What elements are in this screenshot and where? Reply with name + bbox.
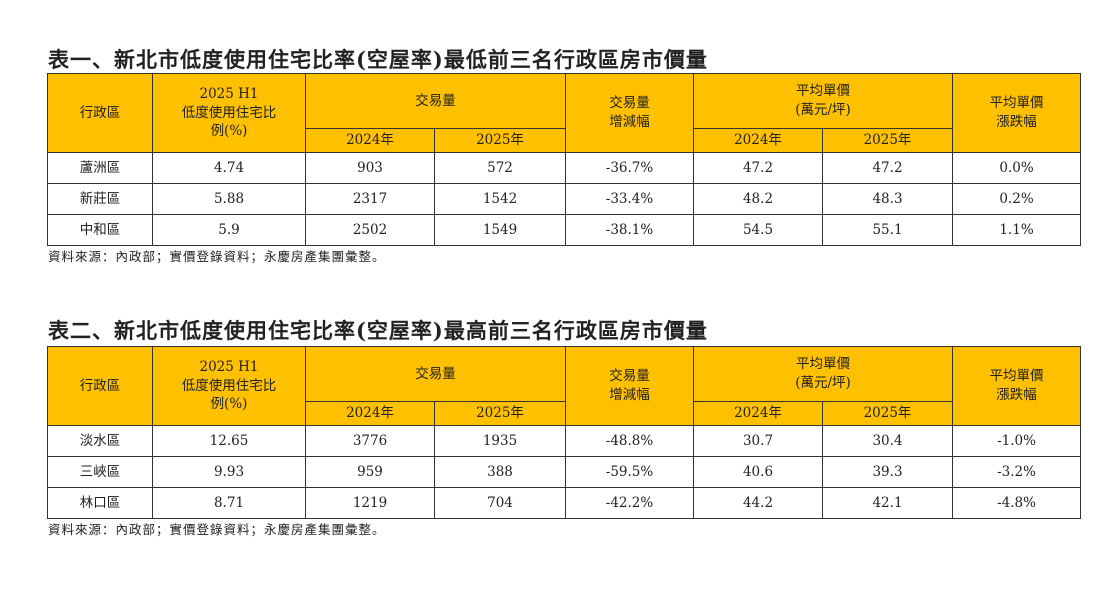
table-cell: 1.1% [952, 214, 1081, 246]
header-price-change: 平均單價 漲跌幅 [952, 73, 1081, 153]
header-price: 平均單價 (萬元/坪) [693, 346, 953, 402]
table-cell: 54.5 [693, 214, 823, 246]
header-volume-2025: 2025年 [434, 128, 566, 153]
table-cell: 30.4 [822, 425, 953, 457]
table-cell: 2502 [305, 214, 435, 246]
table-row: 林口區 8.71 1219 704 -42.2% 44.2 42.1 -4.8% [47, 487, 1081, 519]
table-cell: 1549 [434, 214, 566, 246]
header-price-change: 平均單價 漲跌幅 [952, 346, 1081, 426]
data-table: 行政區 2025 H1 低度使用住宅比 例(%) 交易量 交易量增減幅 平均單價 (萬… [47, 73, 1081, 246]
table-cell: 5.9 [152, 214, 306, 246]
table-cell: 8.71 [152, 487, 306, 519]
data-table: 行政區 2025 H1 低度使用住宅比 例(%) 交易量 交易量增減幅 平均單價 (萬… [47, 346, 1081, 519]
header-ratio-line3: 例(%) [210, 123, 248, 140]
header-ratio: 2025 H1 低度使用住宅比 例(%) [152, 346, 306, 426]
table-cell: -59.5% [565, 456, 694, 488]
source-note: 資料來源：內政部；實價登錄資料；永慶房產集團彙整。 [48, 249, 386, 264]
table-cell: 中和區 [47, 214, 153, 246]
table-cell: 40.6 [693, 456, 823, 488]
table-cell: 44.2 [693, 487, 823, 519]
header-ratio: 2025 H1 低度使用住宅比 例(%) [152, 73, 306, 153]
header-ratio-line3: 例(%) [210, 396, 248, 413]
table-cell: 388 [434, 456, 566, 488]
header-volume: 交易量 [305, 73, 566, 129]
table-cell: 4.74 [152, 152, 306, 184]
table-cell: -4.8% [952, 487, 1081, 519]
header-ratio-line2: 低度使用住宅比 [181, 104, 277, 121]
header-volume-2024: 2024年 [305, 401, 435, 426]
header-price-line1: 平均單價 [796, 356, 850, 373]
table-cell: 48.3 [822, 183, 953, 215]
header-volume-change: 交易量 增減幅 [565, 346, 694, 426]
table-row: 新莊區 5.88 2317 1542 -33.4% 48.2 48.3 0.2% [47, 183, 1081, 215]
table-cell: 淡水區 [47, 425, 153, 457]
table-row: 淡水區 12.65 3776 1935 -48.8% 30.7 30.4 -1.0% [47, 425, 1081, 457]
table-cell: 39.3 [822, 456, 953, 488]
header-price-change-line2: 漲跌幅 [996, 114, 1037, 130]
table-cell: 1935 [434, 425, 566, 457]
table-row: 蘆洲區 4.74 903 572 -36.7% 47.2 47.2 0.0% [47, 152, 1081, 184]
table-cell: 12.65 [152, 425, 306, 457]
table-cell: 572 [434, 152, 566, 184]
table-cell: 903 [305, 152, 435, 184]
table-title: 表一、新北市低度使用住宅比率(空屋率)最低前三名行政區房市價量 [48, 47, 708, 72]
header-volume-change-line2: 增減幅 [609, 114, 650, 130]
table-cell: -33.4% [565, 183, 694, 215]
header-price-2024: 2024年 [693, 128, 823, 153]
table-cell: 蘆洲區 [47, 152, 153, 184]
table-cell: -3.2% [952, 456, 1081, 488]
table-cell: 5.88 [152, 183, 306, 215]
table-cell: 47.2 [822, 152, 953, 184]
header-price-2025: 2025年 [822, 128, 953, 153]
header-price-line2: (萬元/坪) [795, 375, 851, 391]
table-cell: -42.2% [565, 487, 694, 519]
header-district: 行政區 [47, 73, 153, 153]
table-cell: 新莊區 [47, 183, 153, 215]
table-cell: -1.0% [952, 425, 1081, 457]
header-ratio-line2: 低度使用住宅比 [181, 377, 277, 394]
table-cell: 林口區 [47, 487, 153, 519]
table-cell: 0.2% [952, 183, 1081, 215]
header-price-change-line2: 漲跌幅 [996, 387, 1037, 403]
table-cell: 704 [434, 487, 566, 519]
header-price-line1: 平均單價 [796, 83, 850, 100]
header-volume-change-line2: 增減幅 [609, 387, 650, 403]
header-volume-change-line1: 交易量 [609, 368, 650, 385]
table-cell: 1219 [305, 487, 435, 519]
header-volume: 交易量 [305, 346, 566, 402]
table-cell: 55.1 [822, 214, 953, 246]
table-cell: 3776 [305, 425, 435, 457]
table-cell: 47.2 [693, 152, 823, 184]
table-cell: 9.93 [152, 456, 306, 488]
table-cell: -38.1% [565, 214, 694, 246]
header-price-change-line1: 平均單價 [989, 95, 1044, 112]
header-price: 平均單價 (萬元/坪) [693, 73, 953, 129]
header-ratio-line1: 2025 H1 [199, 85, 259, 102]
table-cell: 42.1 [822, 487, 953, 519]
table-cell: -36.7% [565, 152, 694, 184]
table-title: 表二、新北市低度使用住宅比率(空屋率)最高前三名行政區房市價量 [48, 318, 708, 343]
table-cell: 30.7 [693, 425, 823, 457]
table-row: 中和區 5.9 2502 1549 -38.1% 54.5 55.1 1.1% [47, 214, 1081, 246]
table-cell: 959 [305, 456, 435, 488]
header-volume-2024: 2024年 [305, 128, 435, 153]
header-volume-change-line1: 交易量 [609, 95, 650, 112]
table-cell: 0.0% [952, 152, 1081, 184]
header-ratio-line1: 2025 H1 [199, 358, 259, 375]
table-cell: 三峽區 [47, 456, 153, 488]
table-cell: 48.2 [693, 183, 823, 215]
header-price-line2: (萬元/坪) [795, 102, 851, 118]
table-row: 三峽區 9.93 959 388 -59.5% 40.6 39.3 -3.2% [47, 456, 1081, 488]
header-price-2024: 2024年 [693, 401, 823, 426]
table-cell: -48.8% [565, 425, 694, 457]
header-district: 行政區 [47, 346, 153, 426]
table-cell: 1542 [434, 183, 566, 215]
header-price-2025: 2025年 [822, 401, 953, 426]
table-cell: 2317 [305, 183, 435, 215]
source-note: 資料來源：內政部；實價登錄資料；永慶房產集團彙整。 [48, 522, 386, 537]
header-price-change-line1: 平均單價 [989, 368, 1044, 385]
header-volume-2025: 2025年 [434, 401, 566, 426]
header-volume-change: 交易量 增減幅 [565, 73, 694, 153]
